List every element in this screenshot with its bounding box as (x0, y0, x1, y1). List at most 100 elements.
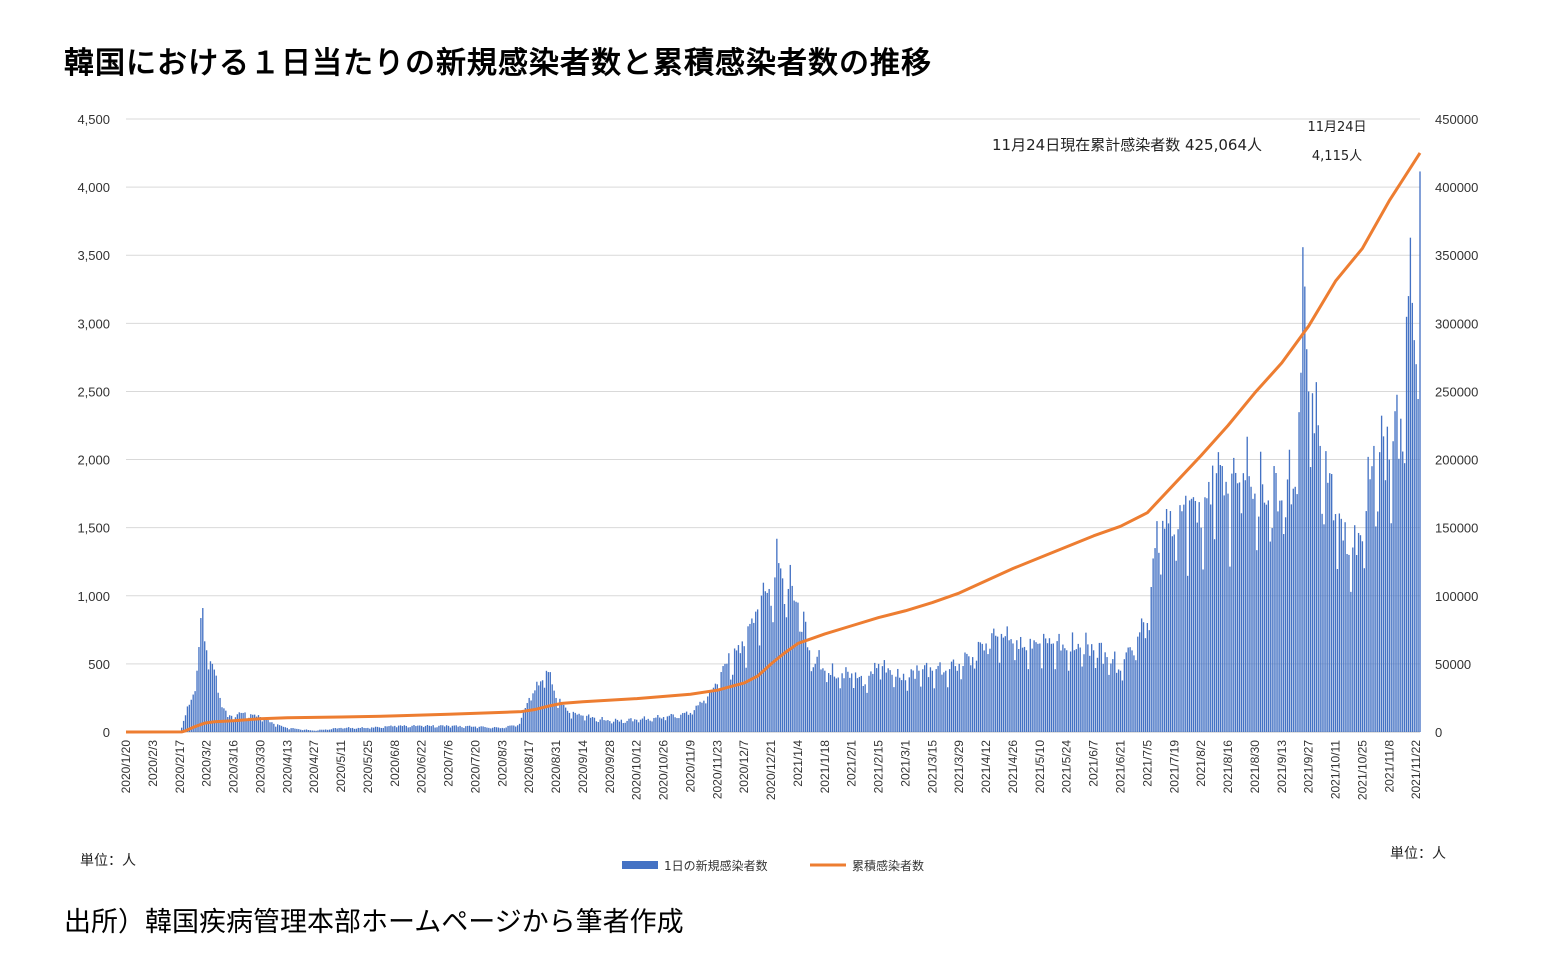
daily-bar (470, 726, 473, 732)
daily-bar (680, 714, 682, 732)
daily-bar (186, 706, 189, 732)
daily-bar (914, 678, 916, 732)
daily-bar (317, 730, 319, 732)
daily-bar (764, 591, 766, 732)
daily-bar (1235, 472, 1237, 732)
daily-bar (1133, 655, 1135, 732)
daily-bar (182, 720, 185, 732)
daily-bar (1415, 364, 1417, 732)
daily-bar (209, 661, 212, 732)
left-tick-label: 2,500 (77, 384, 110, 399)
x-tick-label: 2021/10/11 (1329, 740, 1343, 799)
daily-bar (576, 714, 578, 732)
daily-bar (399, 725, 402, 732)
x-tick-label: 2020/5/25 (361, 740, 375, 794)
daily-bar (1215, 473, 1218, 732)
daily-bar (1273, 466, 1275, 732)
daily-bar (672, 714, 674, 732)
x-tick-label: 2020/10/12 (630, 740, 644, 800)
daily-bar (689, 712, 692, 732)
daily-bar (349, 728, 352, 732)
daily-bar (666, 716, 669, 732)
daily-bar (278, 725, 281, 732)
daily-bar (1115, 672, 1118, 732)
daily-bar (198, 647, 200, 732)
daily-bar (1035, 642, 1037, 732)
daily-bar (793, 600, 795, 732)
daily-bar (1390, 523, 1392, 732)
daily-bar (1169, 511, 1172, 732)
daily-bar (420, 725, 423, 732)
daily-bar (313, 730, 315, 732)
daily-bar (1284, 517, 1287, 732)
daily-bar (1219, 465, 1221, 732)
right-tick-label: 250000 (1435, 384, 1478, 399)
daily-bar (956, 670, 958, 732)
x-tick-label: 2020/11/23 (710, 740, 724, 799)
daily-bar (1052, 643, 1054, 732)
daily-bar (192, 694, 194, 732)
daily-bar (820, 669, 822, 732)
daily-bar (1198, 502, 1200, 732)
daily-bar (881, 666, 884, 732)
daily-bar (1371, 466, 1373, 732)
daily-bar (670, 713, 672, 732)
daily-bar (499, 728, 502, 732)
left-tick-label: 500 (88, 657, 110, 672)
daily-bar (207, 669, 210, 732)
daily-bar (1317, 425, 1319, 732)
daily-bar (468, 725, 471, 732)
daily-bar (1200, 527, 1202, 732)
daily-bar (484, 727, 486, 732)
daily-bar (1275, 473, 1277, 732)
daily-bar (1137, 636, 1139, 732)
x-tick-label: 2021/1/4 (791, 740, 805, 787)
x-tick-label: 2021/1/18 (818, 740, 832, 794)
daily-bar (217, 692, 219, 732)
daily-bar (424, 725, 427, 732)
daily-bar (509, 725, 511, 732)
daily-bar (513, 725, 515, 732)
daily-bar (332, 728, 335, 732)
daily-bar (722, 666, 724, 732)
daily-bar (824, 670, 826, 732)
daily-bar (868, 675, 870, 732)
daily-bar (570, 718, 573, 732)
daily-bar (257, 715, 260, 732)
daily-bar (1075, 649, 1078, 732)
daily-bar (1083, 654, 1085, 732)
daily-bar (365, 728, 367, 732)
daily-bar (1208, 481, 1210, 732)
daily-bar (1091, 644, 1093, 732)
x-tick-label: 2020/6/22 (415, 740, 429, 794)
daily-bar (1185, 495, 1187, 732)
daily-bar (355, 728, 358, 732)
daily-bar (933, 688, 935, 732)
daily-bar (549, 672, 551, 732)
daily-bar (493, 726, 496, 732)
daily-bar (601, 717, 603, 732)
daily-bar (780, 568, 782, 732)
daily-bar (630, 718, 632, 732)
daily-bar (1021, 647, 1024, 732)
x-tick-label: 2021/2/1 (845, 740, 859, 787)
daily-bar (964, 652, 966, 732)
daily-bar (1407, 296, 1410, 732)
daily-bar (1269, 541, 1271, 732)
daily-bar (589, 717, 592, 732)
daily-bar (386, 726, 388, 732)
x-tick-label: 2021/5/24 (1060, 740, 1074, 794)
x-tick-label: 2021/8/30 (1248, 740, 1262, 794)
daily-bar (1177, 529, 1179, 732)
daily-bar (407, 727, 409, 732)
daily-bar (1100, 642, 1102, 732)
left-unit-label: 単位：人 (80, 853, 136, 869)
daily-bar (526, 703, 528, 732)
daily-bar (553, 690, 555, 732)
daily-bar (248, 717, 250, 732)
daily-bar (772, 622, 774, 732)
daily-bar (426, 725, 429, 732)
daily-bar (229, 715, 231, 732)
daily-bar (845, 667, 847, 732)
daily-bar (1131, 650, 1133, 732)
